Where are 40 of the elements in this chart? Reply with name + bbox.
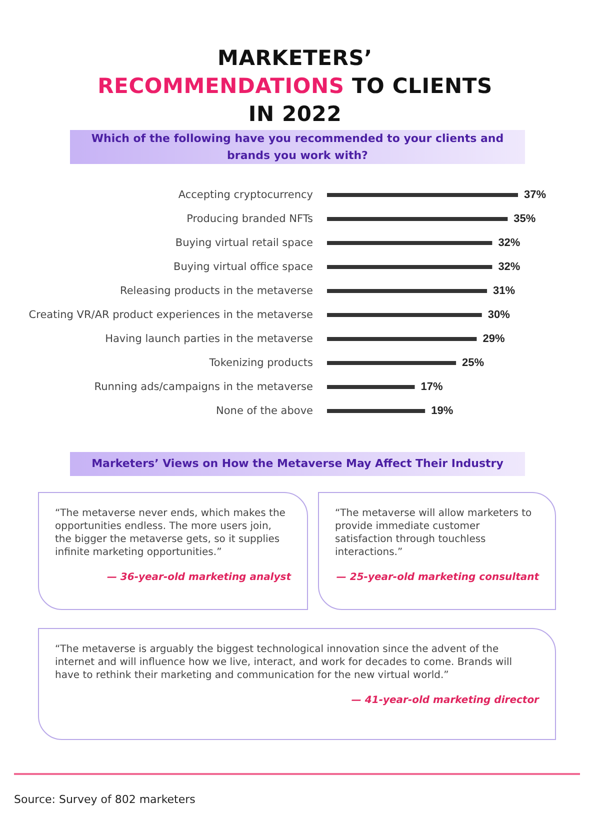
bar <box>327 361 456 365</box>
source-note: Source: Survey of 802 marketers <box>14 793 196 806</box>
data-label: 35% <box>514 213 536 225</box>
chart-subtitle: Which of the following have you recommended to your clients and brands you work with? <box>70 130 525 164</box>
y-tick-label: Producing branded NFTs <box>186 213 313 225</box>
data-label: 29% <box>482 333 505 345</box>
bar <box>327 241 492 245</box>
text: Marketers’ Views on How the Metaverse May Affect Their Industry <box>70 452 525 476</box>
y-tick-label: Tokenizing products <box>208 357 313 369</box>
data-label: 25% <box>462 357 484 369</box>
y-tick-label: Accepting cryptocurrency <box>178 189 313 201</box>
y-tick-label: Creating VR/AR product experiences in the metaverse <box>28 309 313 321</box>
data-label: 17% <box>420 381 443 393</box>
text: — 25-year-old marketing consultant <box>335 571 539 584</box>
chart-title: MARKETERS’ RECOMMENDATIONS TO CLIENTS IN 2022 <box>98 46 492 126</box>
text: “The metaverse never ends, which makes the opportunities endless. The more users join, the bigger the metaverse gets, so it supplies infinite marketing opportunities.” <box>55 507 286 559</box>
bar <box>327 409 426 413</box>
data-label: 19% <box>431 405 454 417</box>
data-label: 31% <box>493 285 516 297</box>
bar <box>327 289 488 293</box>
y-tick-label: None of the above <box>216 405 313 417</box>
data-label: 32% <box>498 237 520 249</box>
data-label: 30% <box>488 309 510 321</box>
bar <box>327 265 492 269</box>
text: — 41-year-old marketing director <box>350 694 539 707</box>
bar <box>327 385 415 389</box>
data-label: 32% <box>498 261 520 273</box>
text: “The metaverse is arguably the biggest technological innovation since the advent of the internet and will influence how we live, interact, and work for decades to come. Brands will have to rethink their marketing and communication for the new virtual world.” <box>55 643 514 682</box>
y-tick-label: Buying virtual retail space <box>175 237 313 249</box>
y-tick-label: Having launch parties in the metaverse <box>105 333 313 345</box>
bar <box>327 337 477 341</box>
y-tick-label: Running ads/campaigns in the metaverse <box>94 381 313 393</box>
text: — 36-year-old marketing analyst <box>106 571 291 584</box>
data-label: 37% <box>524 189 546 201</box>
bar <box>327 217 508 221</box>
text: “The metaverse will allow marketers to provide immediate customer satisfaction through touchless interactions.” <box>335 507 533 559</box>
bar <box>327 193 518 197</box>
bar <box>327 313 482 317</box>
y-tick-label: Buying virtual office space <box>173 261 313 273</box>
y-tick-label: Releasing products in the metaverse <box>120 285 313 297</box>
